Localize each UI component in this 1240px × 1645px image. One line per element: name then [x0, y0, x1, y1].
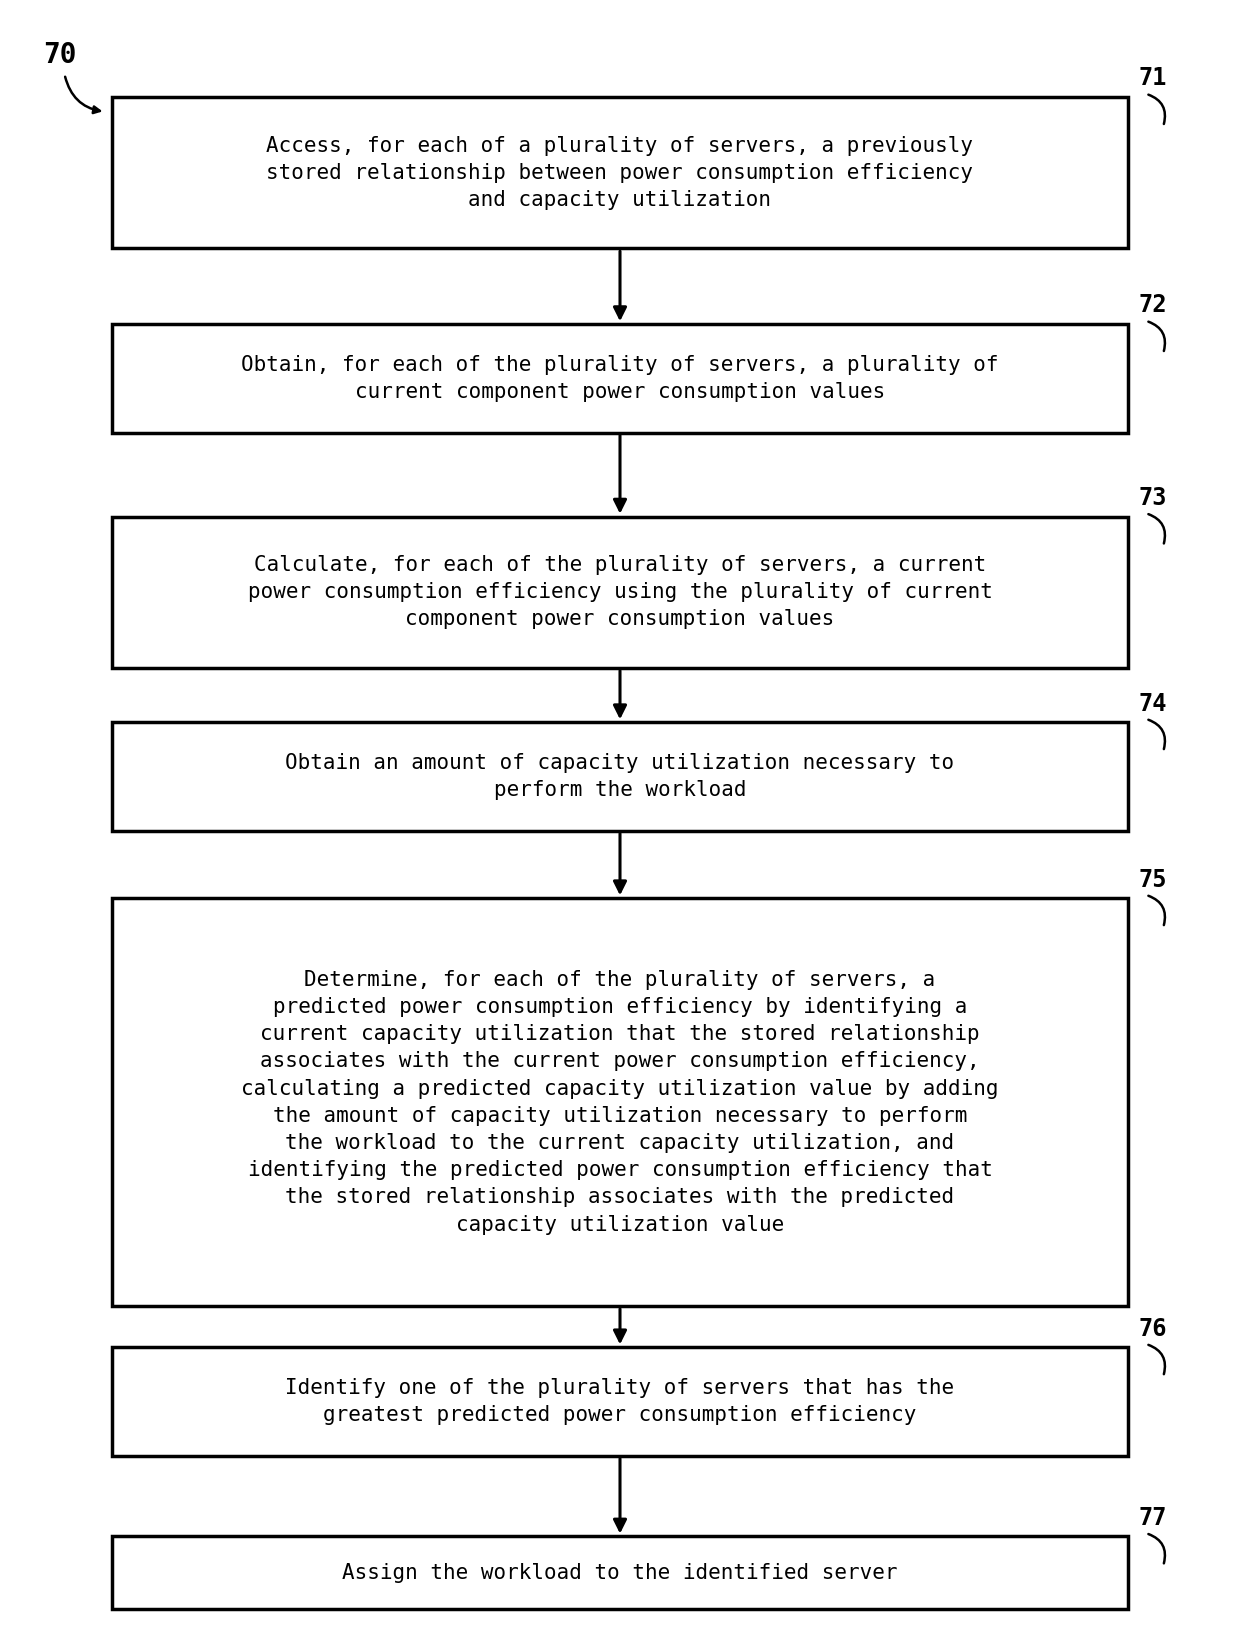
Text: Access, for each of a plurality of servers, a previously
stored relationship bet: Access, for each of a plurality of serve… [267, 135, 973, 211]
Text: 70: 70 [43, 41, 77, 69]
FancyBboxPatch shape [112, 898, 1128, 1306]
Text: Assign the workload to the identified server: Assign the workload to the identified se… [342, 1563, 898, 1582]
Text: 71: 71 [1138, 66, 1167, 90]
FancyBboxPatch shape [112, 97, 1128, 248]
FancyBboxPatch shape [112, 517, 1128, 668]
Text: 75: 75 [1138, 867, 1167, 892]
Text: Obtain, for each of the plurality of servers, a plurality of
current component p: Obtain, for each of the plurality of ser… [242, 355, 998, 401]
Text: 77: 77 [1138, 1505, 1167, 1530]
Text: 76: 76 [1138, 1316, 1167, 1341]
Text: Identify one of the plurality of servers that has the
greatest predicted power c: Identify one of the plurality of servers… [285, 1379, 955, 1425]
Text: Determine, for each of the plurality of servers, a
predicted power consumption e: Determine, for each of the plurality of … [242, 971, 998, 1234]
Text: 74: 74 [1138, 691, 1167, 716]
FancyBboxPatch shape [112, 722, 1128, 831]
Text: Obtain an amount of capacity utilization necessary to
perform the workload: Obtain an amount of capacity utilization… [285, 753, 955, 799]
FancyBboxPatch shape [112, 324, 1128, 433]
Text: Calculate, for each of the plurality of servers, a current
power consumption eff: Calculate, for each of the plurality of … [248, 554, 992, 630]
FancyBboxPatch shape [112, 1347, 1128, 1456]
Text: 73: 73 [1138, 485, 1167, 510]
Text: 72: 72 [1138, 293, 1167, 317]
FancyBboxPatch shape [112, 1536, 1128, 1609]
FancyArrowPatch shape [66, 77, 100, 114]
